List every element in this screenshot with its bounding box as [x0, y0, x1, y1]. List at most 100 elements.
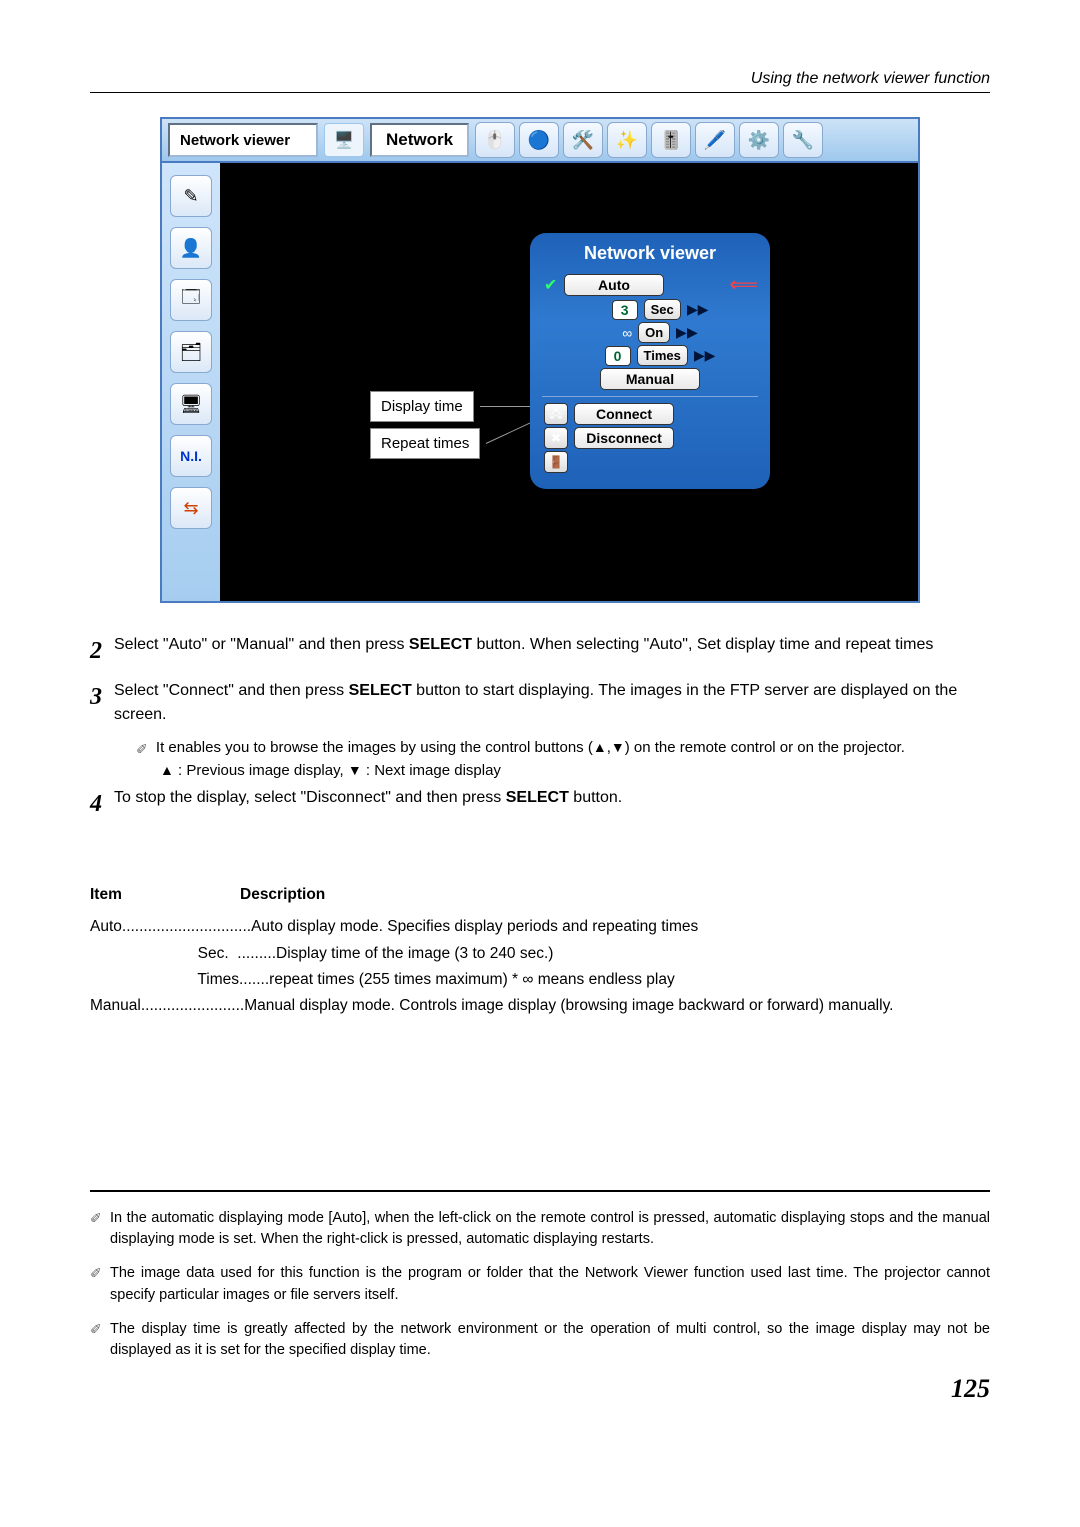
step-2-text: Select "Auto" or "Manual" and then press…: [114, 633, 990, 669]
on-arrows-icon[interactable]: ◀▶: [676, 324, 698, 341]
step-4: 4 To stop the display, select "Disconnec…: [90, 786, 990, 822]
description-table: Item Description Auto...................…: [90, 882, 990, 1020]
step-3-text: Select "Connect" and then press SELECT b…: [114, 679, 990, 727]
hint-1: ✐ It enables you to browse the images by…: [136, 737, 990, 760]
s2-a: Select "Auto" or "Manual" and then press: [114, 636, 409, 653]
pencil-note-icon-4: ✐: [90, 1319, 110, 1363]
s3-select: SELECT: [349, 682, 412, 699]
desc-h-description: Description: [240, 882, 325, 908]
disconnect-icon: ✖: [544, 427, 568, 449]
fn1-text: In the automatic displaying mode [Auto],…: [110, 1208, 990, 1252]
pencil-note-icon-2: ✐: [90, 1208, 110, 1252]
title-left: Network viewer: [168, 123, 318, 157]
s4-select: SELECT: [506, 789, 569, 806]
desc-auto-dots: ..............................: [122, 918, 251, 935]
sidebar-swap-icon[interactable]: ⇆: [170, 487, 212, 529]
app-screenshot: Network viewer 🖥️ Network 🖱️ 🔵 🛠️ ✨ 🎚️ 🖊…: [160, 117, 920, 603]
sidebar-ni-icon[interactable]: N.I.: [170, 435, 212, 477]
row-disconnect: ✖ Disconnect: [542, 427, 758, 449]
up-arrow-icon-2: ▲: [160, 762, 174, 778]
up-arrow-icon: ▲: [593, 739, 607, 755]
toolbar-sliders-icon[interactable]: 🎚️: [651, 122, 691, 158]
sidebar-network-card-icon[interactable]: 🗔: [170, 279, 212, 321]
auto-button[interactable]: Auto: [564, 274, 664, 296]
desc-sec-txt: Display time of the image (3 to 240 sec.…: [276, 945, 553, 962]
desc-manual-dots: ........................: [141, 997, 244, 1014]
main-panel: Display time Repeat times Network viewer…: [220, 163, 918, 601]
desc-manual-item: Manual: [90, 997, 141, 1014]
footnote-rule: [90, 1190, 990, 1192]
dialog-title: Network viewer: [542, 243, 758, 264]
sec-label: Sec: [644, 299, 681, 320]
manual-button[interactable]: Manual: [600, 368, 700, 390]
connect-button[interactable]: Connect: [574, 403, 674, 425]
subnote-b: : Next image display: [362, 762, 501, 779]
pencil-note-icon: ✐: [136, 739, 148, 760]
down-arrow-icon: ▼: [611, 739, 625, 755]
subnote: ▲ : Previous image display, ▼ : Next ima…: [160, 760, 990, 783]
desc-manual-txt: Manual display mode. Controls image disp…: [244, 997, 893, 1014]
row-exit: 🚪: [542, 451, 758, 473]
subnote-a: : Previous image display,: [174, 762, 348, 779]
exit-icon[interactable]: 🚪: [544, 451, 568, 473]
row-sec: 3 Sec ◀▶: [542, 299, 758, 320]
toolbar-stars-icon[interactable]: ✨: [607, 122, 647, 158]
desc-sec-pre: Sec. .........: [90, 945, 276, 962]
times-value: 0: [605, 346, 631, 366]
footnote-2: ✐ The image data used for this function …: [90, 1263, 990, 1307]
desc-header: Item Description: [90, 882, 990, 908]
row-connect: 🖧 Connect: [542, 403, 758, 425]
toolbar: 🖱️ 🔵 🛠️ ✨ 🎚️ 🖊️ ⚙️ 🔧: [475, 122, 823, 158]
checkmark-icon: ✔: [544, 275, 558, 295]
desc-auto-txt: Auto display mode. Specifies display per…: [251, 918, 698, 935]
step-4-text: To stop the display, select "Disconnect"…: [114, 786, 990, 822]
sidebar-projector-icon[interactable]: 🖥: [170, 383, 212, 425]
sidebar-pencil-icon[interactable]: ✎: [170, 175, 212, 217]
desc-h-item: Item: [90, 882, 240, 908]
page-number: 125: [90, 1374, 990, 1404]
connect-icon: 🖧: [544, 403, 568, 425]
on-label: On: [638, 322, 670, 343]
step-number-3: 3: [90, 679, 114, 727]
row-times: 0 Times ◀▶: [542, 345, 758, 366]
toolbar-pen-icon[interactable]: 🖊️: [695, 122, 735, 158]
toolbar-tools-icon[interactable]: 🛠️: [563, 122, 603, 158]
toolbar-shapes-icon[interactable]: 🔵: [519, 122, 559, 158]
s4-b: button.: [569, 789, 622, 806]
back-arrow-icon[interactable]: ⟸: [729, 272, 758, 297]
s4-a: To stop the display, select "Disconnect"…: [114, 789, 506, 806]
toolbar-mouse-icon[interactable]: 🖱️: [475, 122, 515, 158]
footnotes: ✐ In the automatic displaying mode [Auto…: [90, 1190, 990, 1363]
row-auto: ✔ Auto ⟸: [542, 272, 758, 297]
pencil-note-icon-3: ✐: [90, 1263, 110, 1307]
fn3-text: The display time is greatly affected by …: [110, 1319, 990, 1363]
footnote-3: ✐ The display time is greatly affected b…: [90, 1319, 990, 1363]
network-viewer-dialog: Network viewer ✔ Auto ⟸ 3 Sec ◀▶ ∞ On ◀▶: [530, 233, 770, 489]
footnote-1: ✐ In the automatic displaying mode [Auto…: [90, 1208, 990, 1252]
desc-times-txt: repeat times (255 times maximum) * ∞ mea…: [269, 971, 675, 988]
repeat-times-label: Repeat times: [370, 428, 480, 459]
dialog-separator: [542, 396, 758, 397]
hint1-b: ) on the remote control or on the projec…: [625, 739, 905, 756]
sidebar-stack-icon[interactable]: 🗂: [170, 331, 212, 373]
sidebar-person-icon[interactable]: 👤: [170, 227, 212, 269]
sidebar: ✎ 👤 🗔 🗂 🖥 N.I. ⇆: [162, 163, 220, 601]
down-arrow-icon-2: ▼: [348, 762, 362, 778]
sec-arrows-icon[interactable]: ◀▶: [687, 301, 709, 318]
desc-row-auto: Auto..............................Auto d…: [90, 914, 990, 940]
s2-select: SELECT: [409, 636, 472, 653]
steps-block: 2 Select "Auto" or "Manual" and then pre…: [90, 633, 990, 822]
step-number-4: 4: [90, 786, 114, 822]
disconnect-button[interactable]: Disconnect: [574, 427, 674, 449]
desc-auto-item: Auto: [90, 918, 122, 935]
toolbar-wrench-icon[interactable]: 🔧: [783, 122, 823, 158]
desc-row-times: Times.......repeat times (255 times maxi…: [90, 967, 990, 993]
row-on: ∞ On ◀▶: [542, 322, 758, 343]
row-manual: Manual: [542, 368, 758, 390]
s3-a: Select "Connect" and then press: [114, 682, 349, 699]
toolbar-settings-icon[interactable]: ⚙️: [739, 122, 779, 158]
app-body: ✎ 👤 🗔 🗂 🖥 N.I. ⇆ Display time Repeat tim…: [160, 163, 920, 603]
s2-b: button. When selecting "Auto", Set displ…: [472, 636, 933, 653]
times-arrows-icon[interactable]: ◀▶: [694, 347, 716, 364]
display-time-label: Display time: [370, 391, 474, 422]
